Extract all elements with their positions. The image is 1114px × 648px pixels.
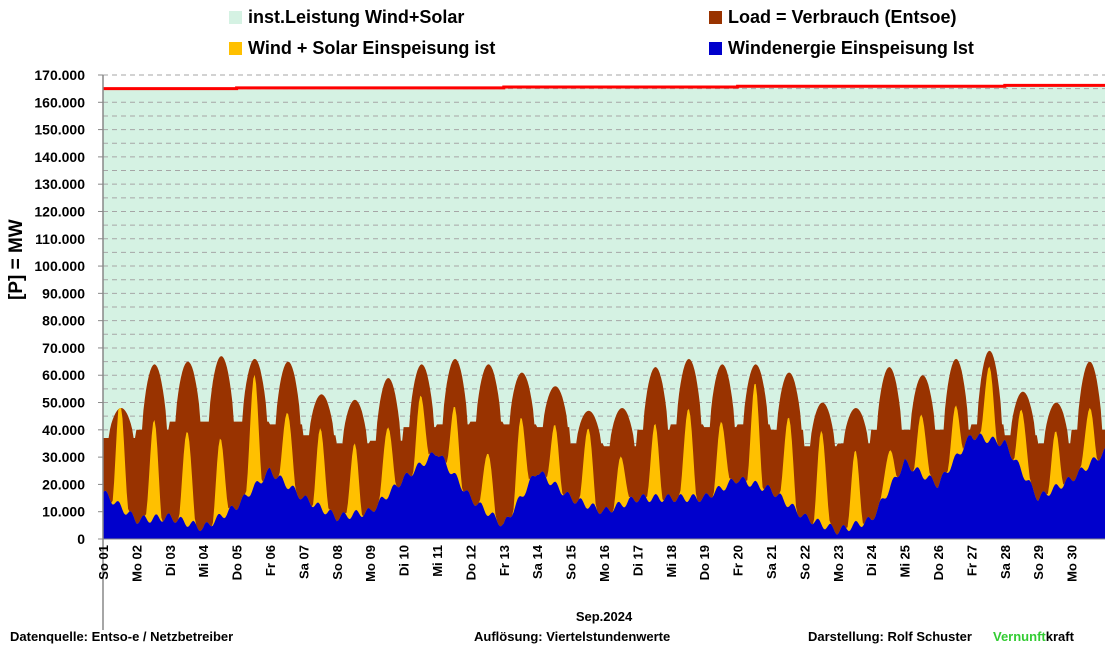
x-tick-label: Di 24 bbox=[864, 544, 879, 576]
y-tick-label: 160.000 bbox=[34, 94, 85, 110]
legend-label: Windenergie Einspeisung Ist bbox=[728, 38, 974, 58]
x-tick-label: Mi 11 bbox=[430, 545, 445, 577]
x-axis-label: Sep.2024 bbox=[576, 609, 633, 624]
y-tick-label: 130.000 bbox=[34, 176, 85, 192]
y-tick-label: 50.000 bbox=[42, 395, 85, 411]
y-tick-label: 40.000 bbox=[42, 422, 85, 438]
x-tick-label: Do 12 bbox=[463, 545, 478, 580]
y-tick-label: 80.000 bbox=[42, 313, 85, 329]
x-tick-label: So 08 bbox=[330, 545, 345, 580]
y-tick-label: 60.000 bbox=[42, 367, 85, 383]
x-tick-label: So 29 bbox=[1031, 545, 1046, 580]
legend-swatch-wind-solar bbox=[229, 42, 242, 55]
legend-swatch-wind bbox=[709, 42, 722, 55]
wind-area bbox=[103, 433, 1105, 539]
legend-installed: inst.Leistung Wind+Solar bbox=[229, 7, 464, 28]
x-tick-label: So 15 bbox=[564, 545, 579, 580]
x-tick-label: Mi 25 bbox=[898, 545, 913, 578]
y-tick-label: 0 bbox=[77, 531, 85, 547]
footer-author: Darstellung: Rolf Schuster bbox=[808, 629, 972, 644]
legend-wind-solar: Wind + Solar Einspeisung ist bbox=[229, 38, 495, 59]
legend-load: Load = Verbrauch (Entsoe) bbox=[709, 7, 957, 28]
legend-wind: Windenergie Einspeisung Ist bbox=[709, 38, 974, 59]
x-tick-label: Sa 07 bbox=[296, 545, 311, 579]
x-tick-label: Fr 27 bbox=[964, 545, 979, 576]
x-tick-label: Mo 30 bbox=[1065, 545, 1080, 582]
x-tick-label: Fr 06 bbox=[263, 545, 278, 576]
y-tick-label: 90.000 bbox=[42, 285, 85, 301]
y-tick-label: 120.000 bbox=[34, 203, 85, 219]
y-tick-label: 30.000 bbox=[42, 449, 85, 465]
x-tick-label: Mo 02 bbox=[129, 545, 144, 582]
x-tick-label: So 22 bbox=[797, 545, 812, 580]
y-tick-label: 150.000 bbox=[34, 122, 85, 138]
y-tick-label: 20.000 bbox=[42, 476, 85, 492]
installed-capacity-line bbox=[103, 83, 1105, 91]
x-tick-label: Do 19 bbox=[697, 545, 712, 580]
x-tick-label: So 01 bbox=[96, 545, 111, 580]
x-tick-label: Mi 04 bbox=[196, 544, 211, 577]
footer-brand: Vernunftkraft bbox=[993, 629, 1074, 644]
x-tick-label: Sa 28 bbox=[998, 545, 1013, 579]
wind-solar-area bbox=[103, 366, 1105, 539]
x-tick-label: Di 03 bbox=[163, 545, 178, 576]
x-tick-label: Sa 21 bbox=[764, 545, 779, 579]
x-tick-label: Di 17 bbox=[630, 545, 645, 576]
x-tick-label: Do 26 bbox=[931, 545, 946, 580]
footer-source: Datenquelle: Entso-e / Netzbetreiber bbox=[10, 629, 234, 644]
x-tick-label: Mi 18 bbox=[664, 545, 679, 578]
y-tick-label: 170.000 bbox=[34, 67, 85, 83]
legend-swatch-load bbox=[709, 11, 722, 24]
footer-resolution: Auflösung: Viertelstundenwerte bbox=[474, 629, 671, 644]
y-tick-label: 100.000 bbox=[34, 258, 85, 274]
y-tick-label: 110.000 bbox=[35, 231, 85, 247]
x-tick-label: Mo 16 bbox=[597, 545, 612, 582]
x-tick-label: Fr 13 bbox=[497, 545, 512, 576]
legend-label: inst.Leistung Wind+Solar bbox=[248, 7, 465, 27]
legend-swatch-installed bbox=[229, 11, 242, 24]
legend-label: Load = Verbrauch (Entsoe) bbox=[728, 7, 957, 27]
x-tick-label: Mo 23 bbox=[831, 545, 846, 582]
y-tick-label: 70.000 bbox=[42, 340, 85, 356]
y-tick-label: 10.000 bbox=[42, 504, 85, 520]
legend-label: Wind + Solar Einspeisung ist bbox=[248, 38, 496, 58]
x-tick-label: Fr 20 bbox=[731, 545, 746, 576]
x-tick-label: Do 05 bbox=[230, 545, 245, 580]
x-tick-label: Di 10 bbox=[397, 545, 412, 576]
x-tick-label: Sa 14 bbox=[530, 544, 545, 579]
brand-vernunft: Vernunft bbox=[993, 629, 1046, 644]
x-tick-label: Mo 09 bbox=[363, 545, 378, 582]
y-tick-label: 140.000 bbox=[34, 149, 85, 165]
brand-kraft: kraft bbox=[1045, 629, 1074, 644]
